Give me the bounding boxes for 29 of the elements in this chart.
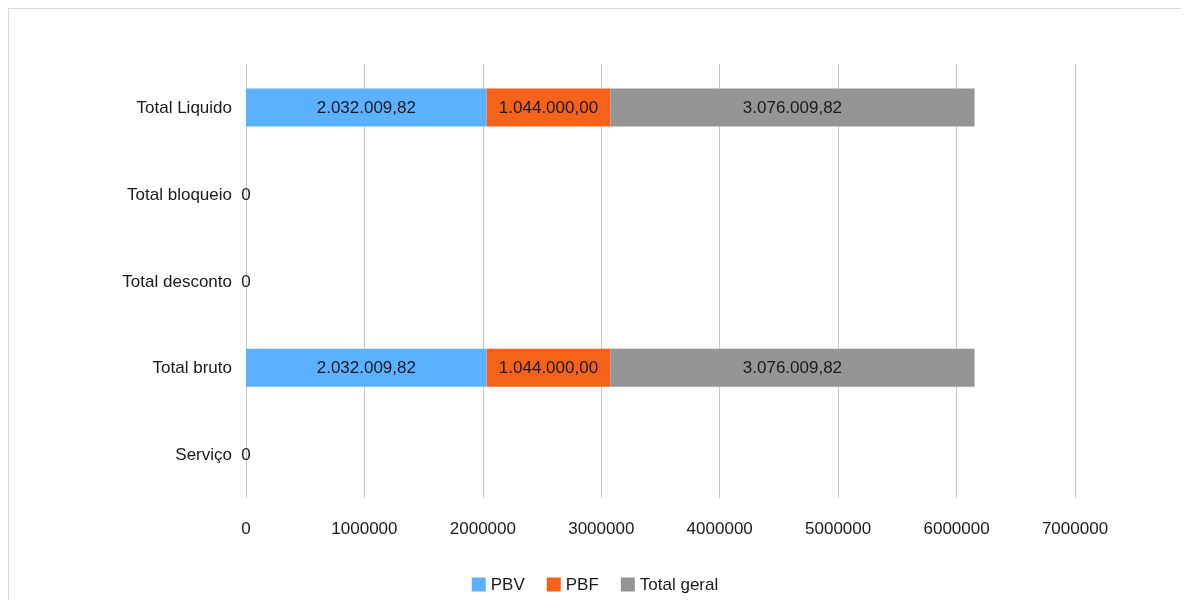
x-tick-label: 5000000	[805, 519, 872, 538]
bar	[246, 348, 487, 387]
bar	[610, 348, 975, 387]
x-tick-label: 1000000	[331, 519, 398, 538]
legend-label: PBF	[565, 575, 599, 594]
data-label: 1.044.000,00	[498, 358, 599, 378]
data-label: 0	[241, 445, 251, 465]
x-tick-label: 2000000	[449, 519, 516, 538]
legend-label: Total geral	[639, 575, 719, 594]
y-tick-label: Total bruto	[152, 358, 232, 378]
y-tick-label: Serviço	[175, 445, 232, 465]
data-label: 2.032.009,82	[316, 358, 416, 378]
y-tick-label: Total bloqueio	[127, 184, 232, 204]
data-label: 3.076.009,82	[742, 358, 843, 378]
data-label: 2.032.009,82	[316, 97, 416, 117]
legend-label: PBV	[490, 575, 526, 594]
data-label: 0	[241, 271, 251, 291]
y-tick-label: Total Liquido	[136, 97, 232, 117]
y-tick-label: Total desconto	[122, 271, 232, 291]
x-tick-label: 0	[241, 519, 251, 538]
data-label: 1.044.000,00	[498, 97, 599, 117]
x-tick-label: 6000000	[923, 519, 990, 538]
data-label: 3.076.009,82	[742, 97, 843, 117]
x-tick-label: 3000000	[568, 519, 635, 538]
x-tick-label: 4000000	[686, 519, 753, 538]
bar	[610, 88, 975, 127]
data-label: 0	[241, 184, 251, 204]
bar	[246, 88, 487, 127]
x-tick-label: 7000000	[1041, 519, 1109, 538]
